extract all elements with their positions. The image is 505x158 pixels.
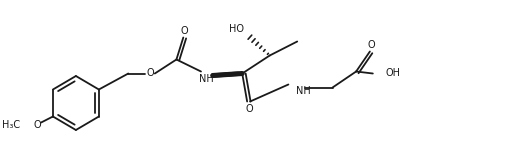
Text: O: O [245, 104, 252, 115]
Text: O: O [146, 69, 154, 79]
Text: O: O [366, 40, 374, 51]
Text: HO: HO [229, 24, 244, 33]
Text: H₃C: H₃C [3, 119, 21, 130]
Text: NH: NH [198, 73, 213, 83]
Text: OH: OH [385, 69, 400, 79]
Text: O: O [180, 25, 188, 36]
Text: NH: NH [295, 86, 311, 97]
Text: O: O [33, 119, 41, 130]
